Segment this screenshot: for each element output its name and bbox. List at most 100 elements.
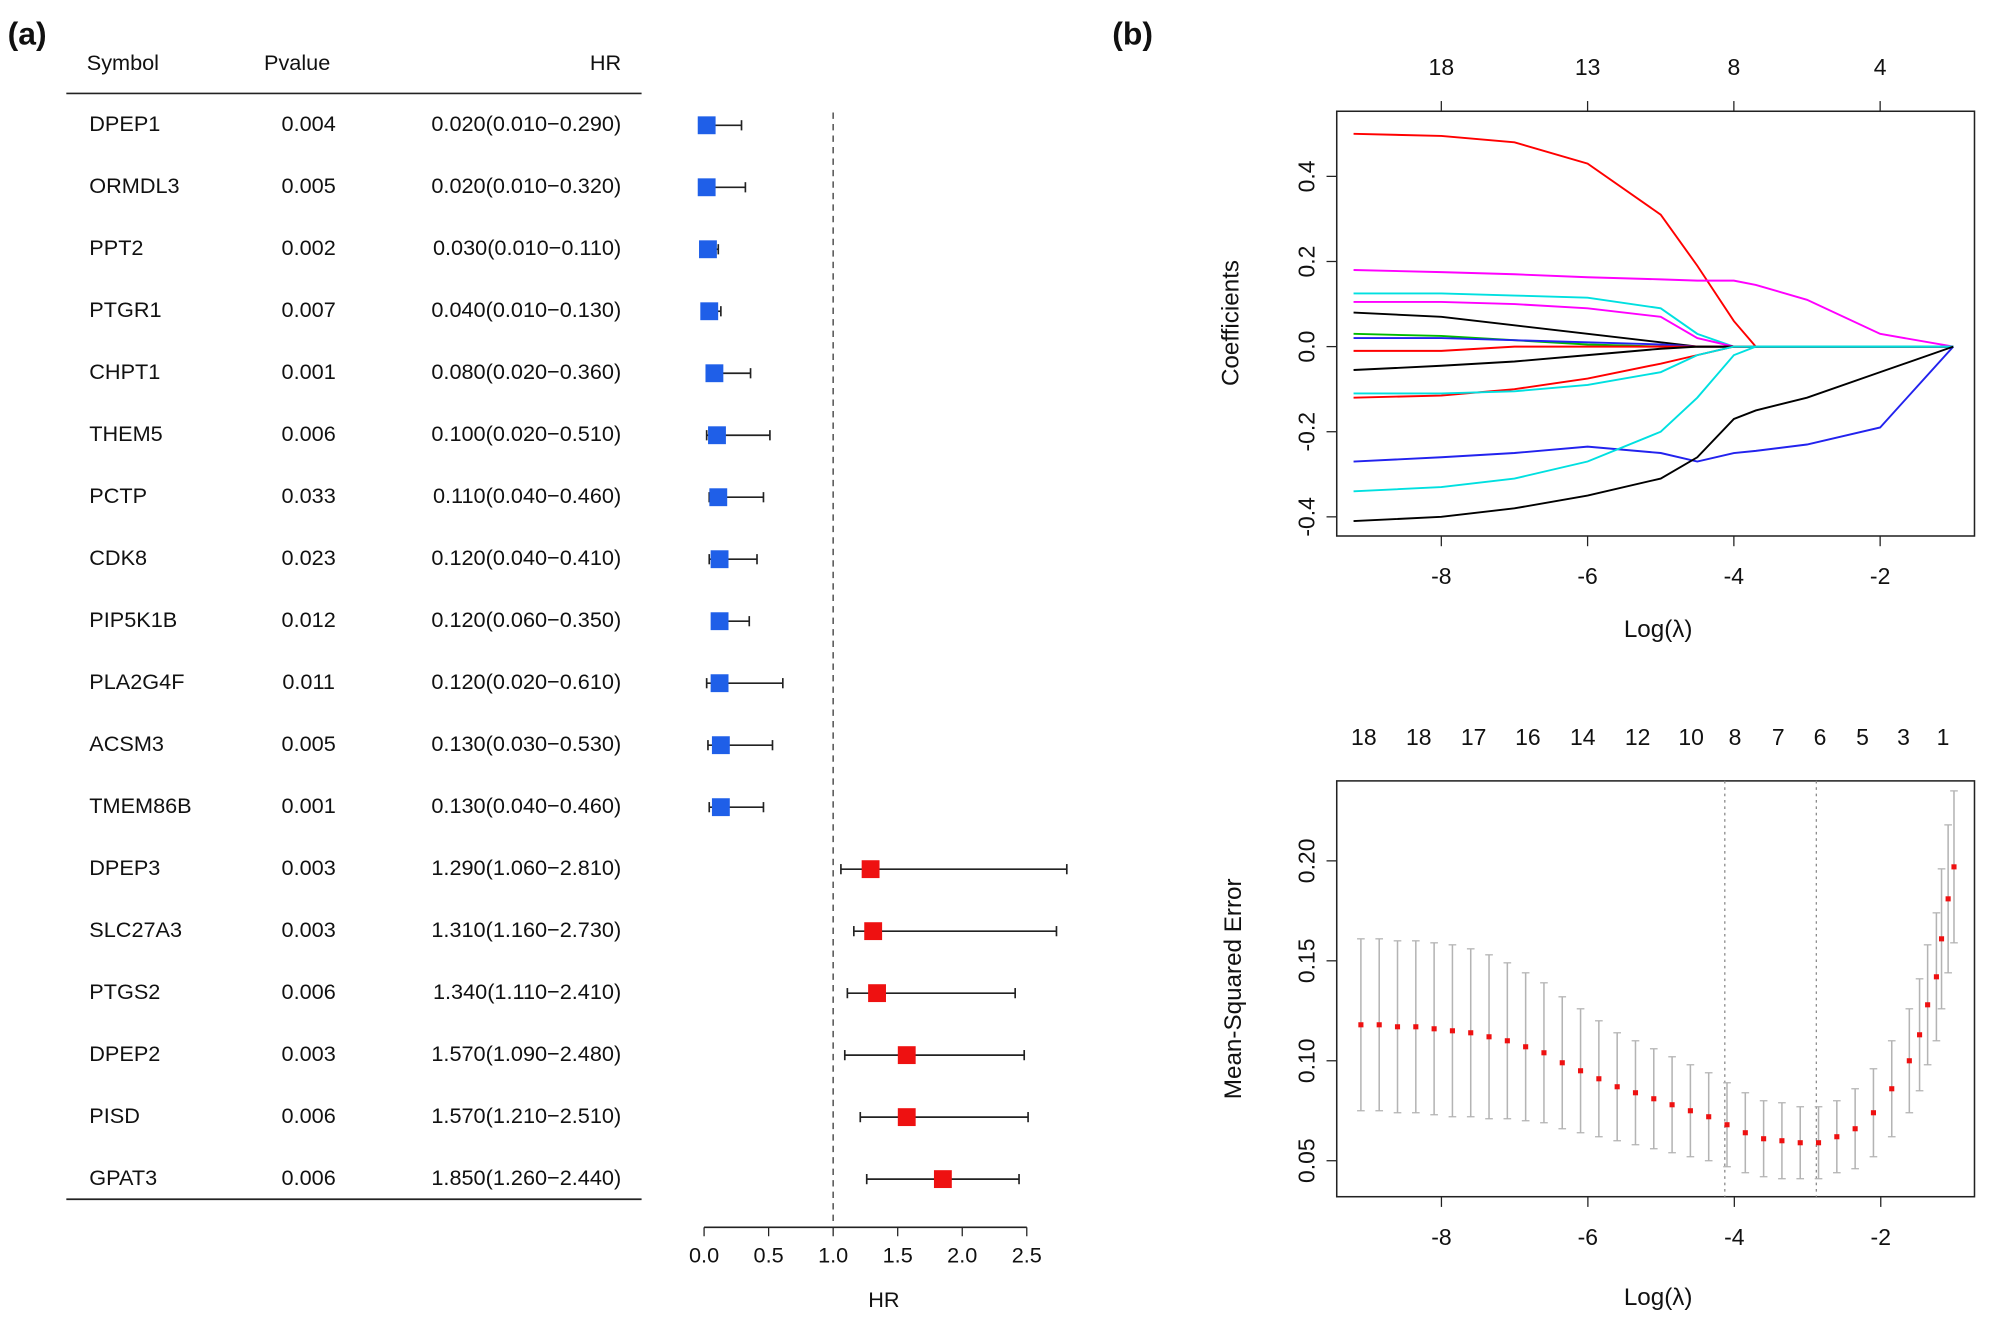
mse-point: [1945, 896, 1951, 902]
hr-box: [708, 426, 726, 445]
top-tick-label: 8: [1727, 54, 1740, 80]
y-axis-label: Mean-Squared Error: [1220, 878, 1247, 1099]
hr-ci: 1.310(1.160−2.730): [431, 917, 621, 942]
gene-symbol: PTGS2: [89, 979, 160, 1004]
gene-symbol: PCTP: [89, 483, 147, 508]
top-tick-label: 7: [1772, 724, 1785, 750]
y-tick-label: 0.05: [1294, 1138, 1320, 1183]
p-value: 0.023: [282, 545, 336, 570]
mse-point: [1889, 1086, 1895, 1092]
top-tick-label: 18: [1429, 54, 1455, 80]
hr-ci: 1.850(1.260−2.440): [431, 1165, 621, 1190]
hr-box: [861, 860, 880, 879]
hr-box: [710, 612, 729, 631]
mse-point: [1559, 1060, 1565, 1066]
top-tick-label: 6: [1814, 724, 1827, 750]
hr-ci: 0.130(0.030−0.530): [431, 731, 621, 756]
hr-ci: 1.340(1.110−2.410): [433, 979, 621, 1004]
top-tick-label: 18: [1406, 724, 1432, 750]
top-tick-label: 1: [1937, 724, 1950, 750]
top-tick-label: 17: [1461, 724, 1487, 750]
coef-path: [1353, 345, 1954, 463]
coef-path: [1353, 345, 1954, 493]
hr-box: [705, 364, 724, 383]
hr-box: [897, 1046, 916, 1065]
gene-symbol: PLA2G4F: [89, 669, 184, 694]
mse-point: [1614, 1084, 1620, 1090]
coef-path: [1353, 345, 1954, 395]
gene-symbol: DPEP1: [89, 111, 160, 136]
gene-symbol: PIP5K1B: [89, 607, 177, 632]
hr-ci: 0.120(0.020−0.610): [431, 669, 621, 694]
mse-point: [1358, 1022, 1364, 1028]
x-tick-label: 0.0: [689, 1242, 719, 1267]
mse-point: [1870, 1110, 1876, 1116]
gene-symbol: GPAT3: [89, 1165, 157, 1190]
p-value: 0.004: [282, 111, 336, 136]
p-value: 0.003: [282, 1041, 336, 1066]
x-tick-label: -8: [1431, 563, 1451, 589]
hr-ci: 0.030(0.010−0.110): [433, 235, 621, 260]
x-tick-label: -2: [1870, 563, 1890, 589]
p-value: 0.001: [282, 793, 336, 818]
mse-point: [1906, 1058, 1912, 1064]
mse-point: [1449, 1028, 1455, 1034]
x-tick-label: -6: [1577, 563, 1597, 589]
panel-label: (a): [8, 15, 47, 51]
plot-frame: [1335, 110, 1976, 537]
p-value: 0.003: [282, 855, 336, 880]
x-tick-label: -8: [1431, 1224, 1451, 1250]
x-tick-label: -2: [1871, 1224, 1891, 1250]
hr-ci: 0.110(0.040−0.460): [433, 483, 621, 508]
gene-symbol: DPEP3: [89, 855, 160, 880]
mse-point: [1925, 1002, 1931, 1008]
hr-box: [897, 1108, 916, 1127]
x-tick-label: -4: [1724, 1224, 1745, 1250]
gene-symbol: THEM5: [89, 421, 162, 446]
top-tick-label: 12: [1625, 724, 1651, 750]
column-header: HR: [590, 50, 621, 75]
y-axis-label: Coefficients: [1218, 260, 1245, 386]
coef-path: [1353, 345, 1954, 523]
mse-point: [1815, 1140, 1822, 1146]
gene-symbol: SLC27A3: [89, 917, 182, 942]
hr-ci: 0.130(0.040−0.460): [431, 793, 621, 818]
top-tick-label: 18: [1351, 724, 1377, 750]
x-tick-label: -4: [1724, 563, 1745, 589]
hr-ci: 0.020(0.010−0.320): [431, 173, 621, 198]
coef-path: [1353, 345, 1954, 399]
mse-point: [1933, 974, 1939, 980]
mse-point: [1431, 1026, 1437, 1032]
p-value: 0.005: [282, 731, 336, 756]
plot-frame: [1335, 780, 1976, 1198]
mse-point: [1651, 1096, 1657, 1102]
mse-point: [1596, 1076, 1602, 1082]
x-tick-label: 1.0: [818, 1242, 848, 1267]
top-tick-label: 10: [1678, 724, 1704, 750]
hr-ci: 0.020(0.010−0.290): [431, 111, 621, 136]
mse-point: [1504, 1038, 1510, 1044]
mse-point: [1687, 1108, 1693, 1114]
gene-symbol: PISD: [89, 1103, 140, 1128]
hr-box: [711, 798, 730, 817]
y-tick-label: 0.2: [1294, 246, 1320, 278]
hr-box: [864, 922, 883, 941]
x-axis-label: HR: [868, 1287, 899, 1312]
mse-point: [1917, 1032, 1923, 1038]
mse-point: [1761, 1136, 1767, 1142]
mse-point: [1523, 1044, 1529, 1050]
mse-point: [1669, 1102, 1675, 1108]
gene-symbol: TMEM86B: [89, 793, 191, 818]
panel-label: (b): [1112, 15, 1153, 51]
x-tick-label: -6: [1578, 1224, 1598, 1250]
coef-path: [1353, 269, 1954, 348]
y-tick-label: 0.20: [1294, 839, 1320, 884]
top-tick-label: 8: [1729, 724, 1742, 750]
mse-point: [1706, 1114, 1712, 1120]
hr-ci: 1.570(1.210−2.510): [431, 1103, 621, 1128]
p-value: 0.003: [282, 917, 336, 942]
p-value: 0.012: [282, 607, 336, 632]
p-value: 0.011: [282, 669, 335, 694]
